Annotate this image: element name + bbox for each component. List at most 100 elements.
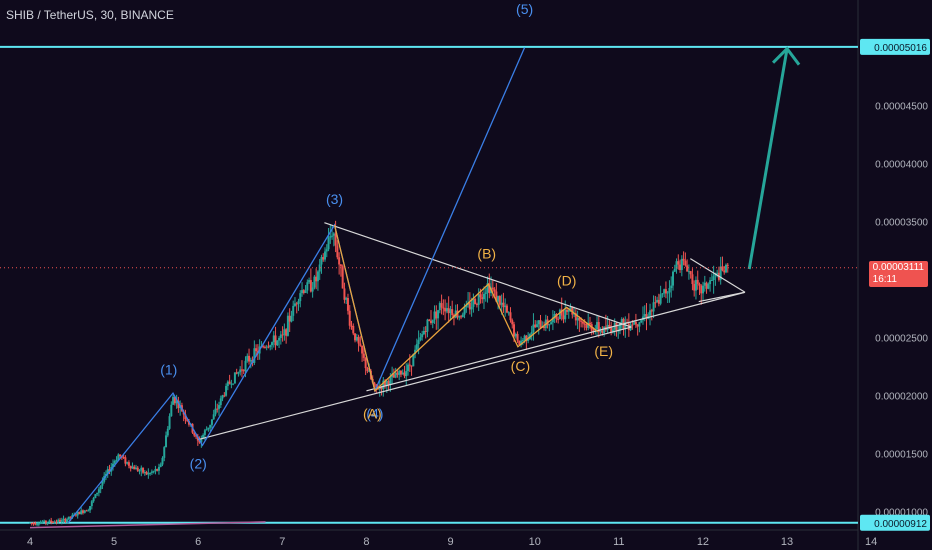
elliott-corrective-wave xyxy=(333,224,599,393)
candle-body xyxy=(85,510,88,512)
elliott-impulse-wave xyxy=(67,47,526,524)
candle-body xyxy=(657,299,660,304)
candle-body xyxy=(608,324,611,328)
candle-body xyxy=(299,293,302,302)
candle-body xyxy=(401,372,404,375)
candle-body xyxy=(336,245,339,258)
candle-body xyxy=(451,309,454,316)
candle-body xyxy=(567,309,570,312)
candle-body xyxy=(184,414,187,420)
candle-body xyxy=(80,510,83,515)
candle-body xyxy=(677,261,680,265)
candle-body xyxy=(193,432,196,436)
candle-body xyxy=(97,489,100,493)
candle-body xyxy=(689,271,692,275)
x-tick-label: 5 xyxy=(111,536,117,548)
current-price-value: 0.00003111 xyxy=(872,261,924,273)
candle-body xyxy=(394,372,397,378)
candle-body xyxy=(504,305,507,308)
price-level-label: 0.00000912 xyxy=(874,519,927,530)
candle-body xyxy=(332,233,335,236)
wave-label: (2) xyxy=(190,456,207,472)
candle-body xyxy=(32,522,35,524)
candle-body xyxy=(486,283,489,293)
candle-body xyxy=(389,377,392,386)
y-tick-label: 0.00002000 xyxy=(875,392,928,403)
candle-body xyxy=(684,260,687,266)
candle-body xyxy=(543,326,546,329)
candle-body xyxy=(39,522,42,524)
candle-body xyxy=(437,310,440,319)
candle-body xyxy=(311,287,314,292)
candle-body xyxy=(306,282,309,291)
candle-body xyxy=(117,454,120,461)
candle-body xyxy=(286,315,289,336)
triangle-trend-line xyxy=(198,326,632,441)
candle-body xyxy=(43,520,46,523)
candle-body xyxy=(442,307,445,309)
candle-body xyxy=(352,325,355,334)
candle-body xyxy=(507,312,510,314)
price-level-label: 0.00005016 xyxy=(874,43,927,54)
candle-body xyxy=(378,386,381,390)
candle-body xyxy=(576,318,579,321)
candle-body xyxy=(433,311,436,320)
y-tick-label: 0.00001500 xyxy=(875,450,928,461)
candle-body xyxy=(34,523,37,525)
symbol-title: SHIB / TetherUS, 30, BINANCE xyxy=(6,8,174,22)
candle-body xyxy=(449,309,452,314)
candle-body xyxy=(76,511,79,516)
candle-body xyxy=(81,510,84,513)
candle-body xyxy=(113,460,116,464)
candle-body xyxy=(255,348,258,352)
candle-body xyxy=(138,470,141,472)
candle-body xyxy=(620,318,623,323)
candle-body xyxy=(304,290,307,293)
candle-body xyxy=(168,416,171,429)
candle-body xyxy=(562,315,565,320)
candle-body xyxy=(551,317,554,323)
candle-body xyxy=(716,272,719,274)
candle-body xyxy=(527,339,530,341)
wave-label: (A) xyxy=(363,406,382,422)
candle-body xyxy=(150,471,153,473)
candle-body xyxy=(447,308,450,314)
candle-body xyxy=(159,464,162,467)
candle-body xyxy=(165,435,168,448)
candle-body xyxy=(440,303,443,308)
candle-body xyxy=(233,372,236,384)
candle-body xyxy=(149,472,152,474)
candle-body xyxy=(498,296,501,305)
candle-body xyxy=(719,266,722,280)
candle-body xyxy=(293,303,296,306)
candle-body xyxy=(652,302,655,312)
candle-body xyxy=(707,284,710,289)
candle-body xyxy=(46,522,49,524)
candle-body xyxy=(325,249,328,252)
price-level-badge xyxy=(860,38,930,55)
candle-body xyxy=(157,466,160,471)
candle-body xyxy=(560,309,563,316)
candle-body xyxy=(154,469,157,472)
candle-body xyxy=(521,340,524,342)
candle-body xyxy=(693,284,696,291)
candle-body xyxy=(119,454,122,457)
bottom-trend-line xyxy=(29,521,266,529)
candle-body xyxy=(502,302,505,308)
candle-body xyxy=(172,396,175,405)
candle-body xyxy=(343,288,346,300)
candle-body xyxy=(41,522,44,524)
candle-body xyxy=(398,370,401,375)
candle-body xyxy=(318,264,321,272)
candle-body xyxy=(50,520,53,523)
candle-body xyxy=(673,268,676,272)
candle-body xyxy=(355,336,358,341)
candle-body xyxy=(687,271,690,273)
x-tick-label: 11 xyxy=(613,536,624,548)
candle-body xyxy=(458,316,461,318)
candle-body xyxy=(649,310,652,316)
candle-body xyxy=(163,447,166,458)
candle-body xyxy=(218,405,221,409)
candle-body xyxy=(124,457,127,464)
